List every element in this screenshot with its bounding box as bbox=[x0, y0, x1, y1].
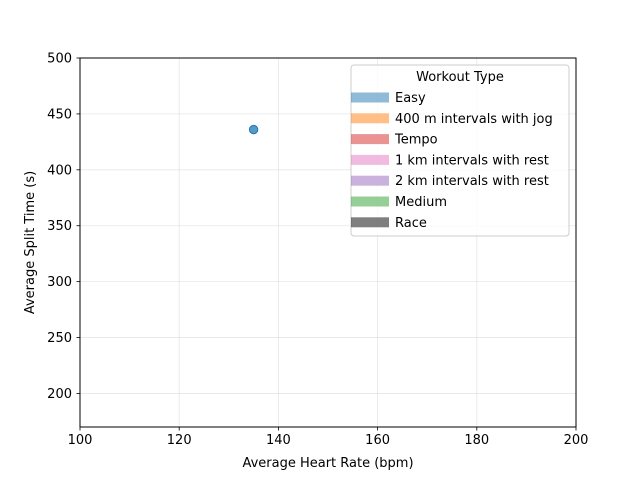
y-tick-label: 200 bbox=[47, 387, 72, 402]
x-tick-label: 200 bbox=[564, 433, 589, 448]
x-tick-label: 140 bbox=[266, 433, 291, 448]
legend-label: Easy bbox=[395, 91, 426, 106]
legend: Workout Type Easy 400 m intervals with jo… bbox=[350, 64, 570, 237]
points-layer bbox=[248, 124, 259, 135]
legend-label: 400 m intervals with jog bbox=[395, 112, 553, 127]
x-axis-label: Average Heart Rate (bpm) bbox=[242, 456, 413, 471]
y-tick-label: 400 bbox=[47, 163, 72, 178]
legend-swatch bbox=[351, 217, 389, 228]
legend-swatch bbox=[351, 175, 389, 186]
legend-label: 1 km intervals with rest bbox=[395, 153, 549, 168]
legend-label: Medium bbox=[395, 195, 447, 210]
legend-items: Easy 400 m intervals with jog Tempo 1 km in… bbox=[351, 91, 553, 231]
y-axis-label: Average Split Time (s) bbox=[23, 171, 38, 314]
legend-swatch bbox=[351, 196, 389, 207]
data-point bbox=[248, 124, 259, 135]
legend-swatch bbox=[351, 154, 389, 165]
x-tick-label: 120 bbox=[167, 433, 192, 448]
ticks-layer: 100 120 140 160 180 200 200 250 300 350 400 450 500 bbox=[47, 52, 588, 449]
legend-label: Tempo bbox=[394, 133, 438, 148]
legend-box bbox=[350, 64, 570, 237]
legend-label: 2 km intervals with rest bbox=[395, 174, 549, 189]
x-tick-label: 100 bbox=[68, 433, 93, 448]
plot-frame bbox=[79, 57, 577, 428]
legend-label: Race bbox=[395, 216, 427, 231]
x-tick-label: 180 bbox=[464, 433, 489, 448]
legend-swatch bbox=[351, 113, 389, 124]
y-tick-label: 450 bbox=[47, 107, 72, 122]
legend-swatch bbox=[351, 92, 389, 103]
y-tick-label: 300 bbox=[47, 275, 72, 290]
legend-title: Workout Type bbox=[416, 70, 504, 85]
legend-swatch bbox=[351, 134, 389, 145]
y-tick-label: 250 bbox=[47, 331, 72, 346]
x-tick-label: 160 bbox=[365, 433, 390, 448]
y-tick-label: 500 bbox=[47, 52, 72, 67]
y-tick-label: 350 bbox=[47, 219, 72, 234]
